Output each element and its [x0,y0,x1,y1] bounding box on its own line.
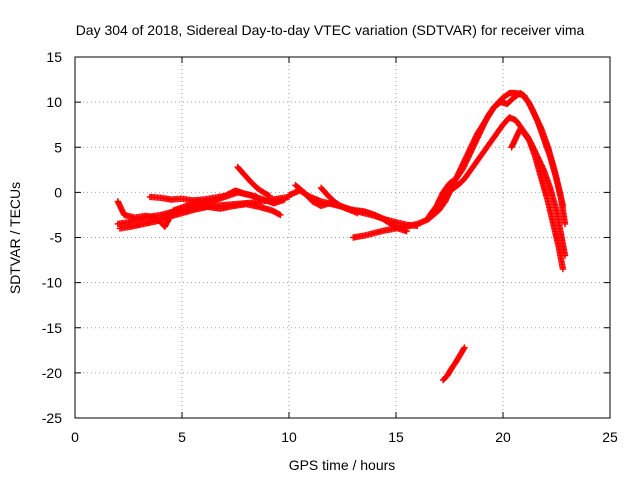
x-tick-label: 20 [495,429,511,445]
x-axis-label: GPS time / hours [289,457,396,473]
data-point [561,220,569,228]
grid [75,57,610,418]
plot-frame [74,56,611,419]
series-track-e [234,163,273,200]
axis-ticks: 0 5 10 15 20 25 15 10 5 0 -5 -10 -15 -20 -25 [42,49,618,445]
x-tick-label: 25 [602,429,618,445]
y-tick-label: 10 [46,94,62,110]
data-point [266,192,273,200]
series-track-h [317,184,361,217]
data-point [354,209,361,217]
y-tick-label: -10 [42,275,62,291]
y-tick-label: -5 [50,230,63,246]
y-tick-label: -25 [42,410,62,426]
x-tick-label: 10 [281,429,297,445]
x-tick-label: 5 [178,429,186,445]
data-point [253,193,261,201]
y-tick-label: 5 [54,139,62,155]
data-point [461,344,468,351]
x-tick-label: 15 [388,429,404,445]
series-track-m [439,344,468,384]
data-point [281,196,288,203]
y-tick-label: -20 [42,365,62,381]
data-point [265,192,272,199]
data-series [114,89,569,384]
data-point [277,211,284,219]
x-tick-label: 0 [71,429,79,445]
series-track-d [146,187,261,204]
data-point [561,252,569,259]
series-track-c [116,200,284,232]
y-tick-label: 0 [54,184,62,200]
series-track-l [508,126,569,259]
y-tick-label: 15 [46,49,62,65]
y-tick-label: -15 [42,320,62,336]
y-axis-label: SDTVAR / TECUs [7,182,23,294]
data-point [559,265,567,273]
data-point [460,345,467,353]
chart-title: Day 304 of 2018, Sidereal Day-to-day VTE… [76,22,585,38]
series-track-j [424,89,567,221]
data-point [559,202,567,210]
series-track-k [435,114,567,273]
